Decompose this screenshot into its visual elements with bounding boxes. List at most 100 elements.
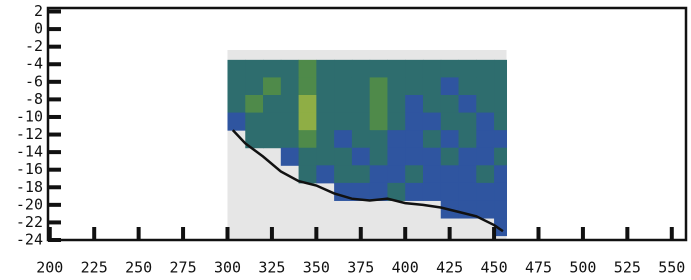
heatmap-cell bbox=[281, 113, 299, 131]
heatmap-cell bbox=[494, 130, 507, 148]
heatmap-cell bbox=[263, 95, 281, 113]
heatmap-cell bbox=[476, 183, 494, 201]
heatmap-cell bbox=[423, 183, 441, 201]
x-tick-label: 350 bbox=[303, 259, 330, 277]
y-tick-label: -18 bbox=[16, 178, 43, 196]
heatmap-cell bbox=[405, 183, 423, 201]
heatmap-cell bbox=[441, 130, 459, 148]
x-tick-label: 225 bbox=[81, 259, 108, 277]
heatmap-cell bbox=[459, 113, 477, 131]
heatmap-cell bbox=[299, 77, 317, 95]
x-tick-label: 450 bbox=[481, 259, 508, 277]
heatmap-cell bbox=[423, 148, 441, 166]
heatmap-cell bbox=[476, 165, 494, 183]
heatmap-cell bbox=[494, 165, 507, 183]
heatmap-cell bbox=[387, 95, 405, 113]
heatmap-cell bbox=[423, 95, 441, 113]
heatmap-cell bbox=[494, 183, 507, 201]
heatmap-cell bbox=[352, 148, 370, 166]
heatmap-cell bbox=[423, 165, 441, 183]
heatmap-cell bbox=[476, 95, 494, 113]
heatmap-cell bbox=[281, 130, 299, 148]
x-tick-label: 500 bbox=[569, 259, 596, 277]
heatmap-cell bbox=[227, 113, 245, 131]
heatmap-cell bbox=[370, 113, 388, 131]
heatmap-cell bbox=[281, 95, 299, 113]
heatmap-cell bbox=[476, 60, 494, 78]
y-tick-label: -8 bbox=[25, 90, 43, 108]
heatmap-cell bbox=[370, 130, 388, 148]
heatmap-cell bbox=[352, 60, 370, 78]
heatmap-cell bbox=[263, 77, 281, 95]
y-tick-label: -4 bbox=[25, 55, 43, 73]
heatmap-cell bbox=[459, 60, 477, 78]
heatmap-cell bbox=[459, 183, 477, 201]
heatmap-cell bbox=[245, 95, 263, 113]
heatmap-cell bbox=[299, 95, 317, 113]
heatmap-cell bbox=[263, 60, 281, 78]
chart: 2002252502753003253503754004254504755005… bbox=[0, 0, 691, 280]
heatmap-cell bbox=[281, 77, 299, 95]
heatmap-cell bbox=[494, 200, 507, 218]
heatmap-cell bbox=[387, 113, 405, 131]
x-tick-label: 400 bbox=[392, 259, 419, 277]
x-tick-label: 375 bbox=[347, 259, 374, 277]
x-tick-label: 425 bbox=[436, 259, 463, 277]
x-tick-label: 200 bbox=[36, 259, 63, 277]
heatmap-cell bbox=[459, 77, 477, 95]
heatmap-cell bbox=[441, 113, 459, 131]
heatmap-cell bbox=[316, 60, 334, 78]
heatmap-cell bbox=[494, 113, 507, 131]
heatmap-cell bbox=[387, 77, 405, 95]
heatmap-cell bbox=[476, 77, 494, 95]
heatmap-cell bbox=[334, 148, 352, 166]
heatmap-cell bbox=[423, 77, 441, 95]
heatmap-cell bbox=[352, 95, 370, 113]
heatmap-cell bbox=[441, 148, 459, 166]
heatmap-cell bbox=[316, 77, 334, 95]
heatmap-cell bbox=[316, 165, 334, 183]
heatmap-cell bbox=[476, 148, 494, 166]
y-tick-label: -24 bbox=[16, 231, 43, 249]
heatmap-cell bbox=[459, 130, 477, 148]
y-tick-label: -20 bbox=[16, 195, 43, 213]
heatmap-cell bbox=[494, 60, 507, 78]
heatmap-cell bbox=[370, 95, 388, 113]
heatmap-cell bbox=[370, 148, 388, 166]
heatmap-cell bbox=[423, 130, 441, 148]
heatmap-cell bbox=[405, 165, 423, 183]
heatmap-cell bbox=[387, 60, 405, 78]
heatmap-cell bbox=[334, 95, 352, 113]
heatmap-cell bbox=[405, 77, 423, 95]
heatmap-cell bbox=[441, 60, 459, 78]
heatmap-cell bbox=[370, 165, 388, 183]
heatmap-cell bbox=[476, 200, 494, 218]
heatmap-cell bbox=[299, 130, 317, 148]
heatmap-cell bbox=[227, 77, 245, 95]
heatmap-cell bbox=[370, 60, 388, 78]
heatmap-cell bbox=[299, 60, 317, 78]
heatmap-cell bbox=[405, 95, 423, 113]
heatmap-cell bbox=[494, 148, 507, 166]
x-tick-label: 550 bbox=[658, 259, 685, 277]
heatmap-cell bbox=[459, 95, 477, 113]
heatmap-cell bbox=[405, 113, 423, 131]
heatmap-cell bbox=[352, 130, 370, 148]
heatmap-cell bbox=[352, 113, 370, 131]
heatmap-cell bbox=[494, 77, 507, 95]
heatmap-cell bbox=[441, 77, 459, 95]
heatmap-cell bbox=[299, 113, 317, 131]
x-tick-label: 275 bbox=[170, 259, 197, 277]
y-tick-label: 2 bbox=[34, 2, 43, 20]
heatmap-cell bbox=[459, 148, 477, 166]
heatmap-cell bbox=[441, 95, 459, 113]
heatmap-cell bbox=[405, 148, 423, 166]
x-tick-label: 475 bbox=[525, 259, 552, 277]
heatmap-cell bbox=[370, 77, 388, 95]
heatmap-cell bbox=[227, 60, 245, 78]
heatmap-cell bbox=[459, 165, 477, 183]
heatmap-cell bbox=[334, 165, 352, 183]
heatmap-cell bbox=[494, 95, 507, 113]
y-tick-label: -2 bbox=[25, 37, 43, 55]
heatmap-cell bbox=[263, 113, 281, 131]
